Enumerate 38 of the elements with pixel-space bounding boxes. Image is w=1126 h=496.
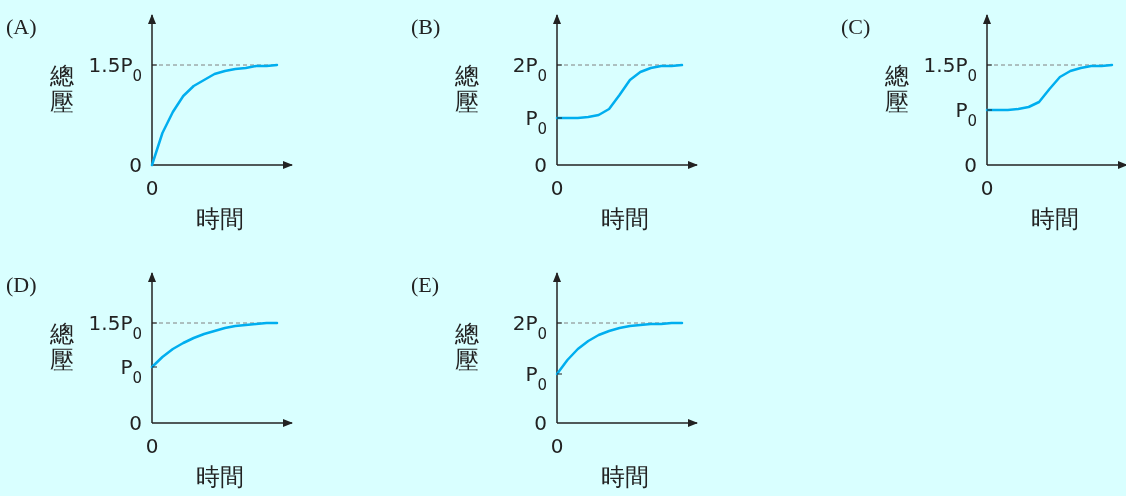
- text: 0: [145, 176, 159, 200]
- text: P: [525, 362, 538, 386]
- text: 0: [129, 411, 142, 435]
- ref-line-label: 1.5P$_{0}$: [88, 53, 142, 85]
- ref-line-label: 2P$_{0}$: [512, 53, 547, 85]
- text: 0: [964, 153, 977, 177]
- y-axis-title: 總壓: [454, 62, 479, 116]
- text: 0: [537, 120, 547, 138]
- text: 0: [980, 176, 994, 200]
- chart-title: (C): [841, 14, 871, 39]
- text: 0: [129, 153, 142, 177]
- x-axis-title: 時間: [601, 463, 649, 491]
- x-axis-title: 時間: [196, 205, 244, 233]
- y-axis-title: 總壓: [454, 320, 479, 374]
- ref-line-label: 1.5P$_{0}$: [88, 311, 142, 343]
- text: 0: [132, 369, 142, 387]
- chart-title: (D): [6, 272, 37, 297]
- text: 0: [534, 153, 547, 177]
- y-axis-title: 總壓: [49, 320, 74, 374]
- ref-line-label: 1.5P$_{0}$: [923, 53, 977, 85]
- y-axis-title: 總壓: [49, 62, 74, 116]
- ref-line-label: 2P$_{0}$: [512, 311, 547, 343]
- chart-title: (B): [411, 14, 441, 39]
- x-axis-title: 時間: [601, 205, 649, 233]
- chart-title: (E): [411, 272, 440, 297]
- x-axis-title: 時間: [1031, 205, 1079, 233]
- text: 0: [550, 434, 564, 458]
- text: 0: [550, 176, 564, 200]
- text: 0: [967, 112, 977, 130]
- text: P: [120, 355, 133, 379]
- x-axis-title: 時間: [196, 463, 244, 491]
- text: 0: [145, 434, 159, 458]
- text: P: [955, 98, 968, 122]
- y-axis-title: 總壓: [884, 62, 909, 116]
- chart-title: (A): [6, 14, 37, 39]
- text: 0: [537, 376, 547, 394]
- text: P: [525, 106, 538, 130]
- text: 0: [534, 411, 547, 435]
